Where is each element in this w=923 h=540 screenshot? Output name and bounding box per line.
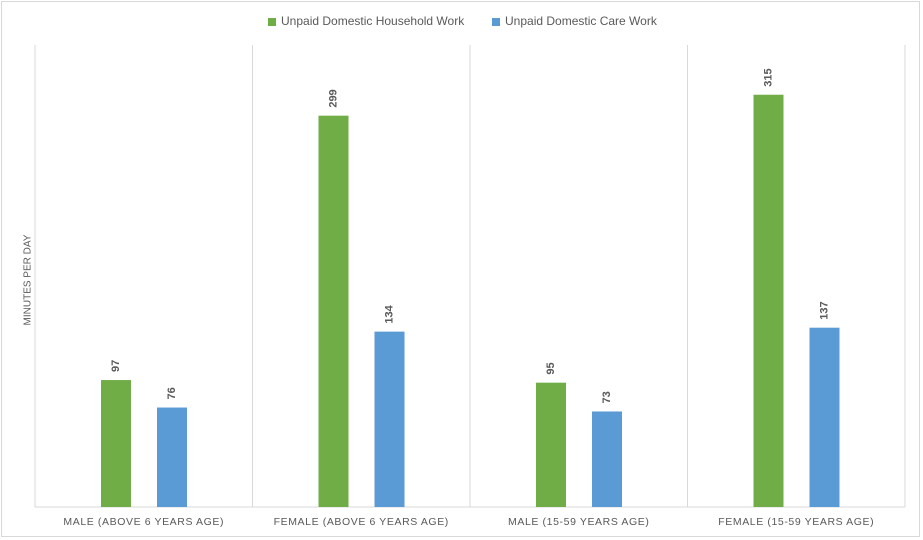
legend-label: Unpaid Domestic Care Work	[505, 14, 658, 28]
data-label: 137	[818, 301, 830, 319]
bar	[592, 411, 622, 507]
y-axis-label: MINUTES PER DAY	[23, 234, 34, 325]
legend-swatch	[492, 18, 500, 26]
data-label: 73	[601, 391, 613, 403]
data-label: 97	[110, 360, 122, 372]
bar	[809, 327, 840, 507]
legend-label: Unpaid Domestic Household Work	[281, 14, 465, 28]
data-label: 315	[762, 68, 774, 86]
x-tick-label: MALE (ABOVE 6 YEARS AGE)	[63, 516, 224, 528]
data-label: 299	[327, 89, 339, 107]
x-tick-label: FEMALE (15-59 YEARS AGE)	[718, 516, 874, 528]
data-label: 76	[166, 387, 178, 399]
data-label: 134	[383, 304, 395, 323]
data-label: 95	[545, 362, 557, 374]
x-tick-label: MALE (15-59 YEARS AGE)	[508, 516, 649, 528]
bar	[374, 331, 405, 507]
bar	[536, 382, 566, 507]
bar	[318, 115, 349, 507]
bar	[157, 407, 187, 507]
legend-swatch	[268, 18, 276, 26]
bar	[753, 94, 784, 508]
x-tick-label: FEMALE (ABOVE 6 YEARS AGE)	[274, 516, 449, 528]
bar	[101, 380, 131, 507]
